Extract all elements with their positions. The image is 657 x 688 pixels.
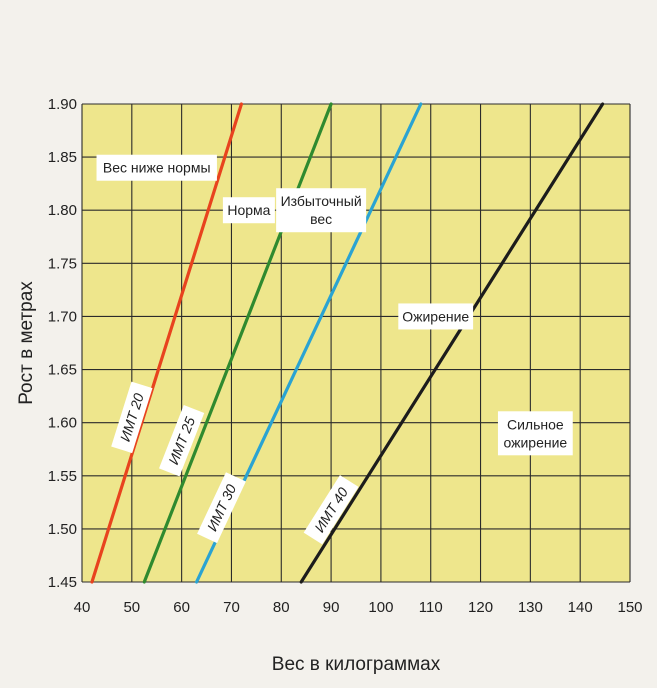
series-label-box [303, 475, 359, 545]
x-tick-label: 100 [368, 599, 393, 616]
zone-label-text: ожирение [503, 434, 567, 450]
x-axis-title: Вес в килограммах [272, 654, 441, 675]
x-tick-label: 60 [173, 599, 190, 616]
y-tick-label: 1.65 [48, 362, 77, 379]
zone-label-text: Сильное [507, 416, 564, 432]
y-tick-label: 1.90 [48, 96, 77, 113]
zone-label: Избыточный вес [276, 188, 367, 233]
x-tick-label: 150 [617, 599, 642, 616]
zone-label: Сильное ожирение [497, 411, 573, 456]
zone-label-box [398, 303, 474, 330]
y-tick-labels: 1.45 1.50 1.55 1.60 1.65 1.70 1.75 1.80 1.85 1.90 [48, 96, 77, 591]
y-tick-label: 1.60 [48, 415, 77, 432]
series-label-box [159, 405, 205, 477]
y-tick-label: 1.55 [48, 468, 77, 485]
series-line-bmi-40 [299, 102, 605, 584]
y-tick-label: 1.45 [48, 574, 77, 591]
zone-label: Вес ниже нормы [96, 154, 217, 181]
x-tick-label: 140 [568, 599, 593, 616]
zone-label: Норма [222, 197, 275, 224]
series-line-bmi-20 [90, 102, 244, 584]
series-line-bmi-25 [142, 102, 333, 584]
x-tick-label: 110 [419, 599, 443, 616]
zone-label-text: Вес ниже нормы [103, 160, 211, 176]
grid [81, 103, 631, 583]
y-tick-label: 1.80 [48, 202, 77, 219]
zone-label-text: Ожирение [402, 308, 469, 324]
y-tick-label: 1.50 [48, 521, 77, 538]
zone-label: Ожирение [398, 303, 474, 330]
zone-label-box [222, 197, 275, 224]
series-label-box [197, 472, 246, 544]
y-tick-label: 1.85 [48, 149, 77, 166]
series-label-box [111, 381, 153, 454]
y-tick-label: 1.75 [48, 255, 77, 272]
zone-label-text: вес [310, 211, 332, 227]
zone-label-box [96, 154, 217, 181]
zone-label-box [276, 188, 367, 233]
x-tick-label: 120 [468, 599, 493, 616]
zone-label-text: Норма [227, 202, 270, 218]
x-tick-label: 130 [518, 599, 543, 616]
zone-labels: Вес ниже нормы Норма Избыточный вес Ожирение… [96, 154, 573, 456]
x-tick-label: 50 [123, 599, 140, 616]
x-tick-label: 40 [74, 599, 91, 616]
x-tick-label: 80 [273, 599, 290, 616]
y-tick-label: 1.70 [48, 308, 77, 325]
zone-label-text: Избыточный [281, 193, 362, 209]
x-tick-label: 70 [223, 599, 240, 616]
x-tick-label: 90 [323, 599, 340, 616]
plot-background [82, 104, 630, 582]
zone-label-box [497, 411, 573, 456]
x-tick-labels: 40 50 60 70 80 90 100 110 120 130 140 150 [74, 599, 643, 616]
y-axis-title: Рост в метрах [16, 281, 37, 405]
